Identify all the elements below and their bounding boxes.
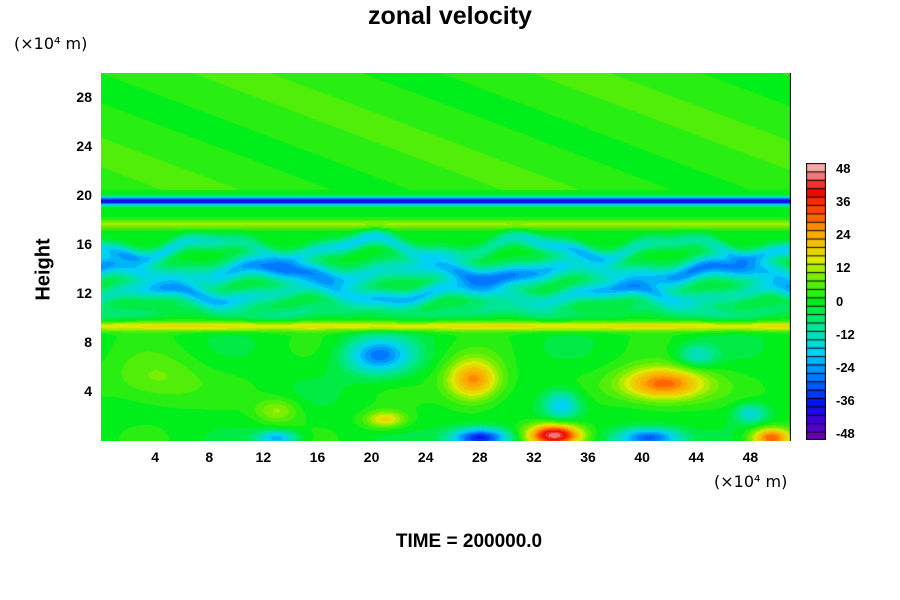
colorbar [806,163,826,440]
colorbar-tick-label: 12 [836,260,851,276]
y-tick-label: 4 [84,382,92,399]
y-tick-label: 28 [76,88,92,105]
x-tick-label: 12 [255,449,272,465]
x-tick-label: 48 [742,449,759,465]
x-tick-label: 8 [205,449,214,465]
x-tick-label: 32 [526,449,542,465]
x-tick-label: 36 [580,449,596,465]
x-tick-label: 44 [688,449,705,465]
y-tick-label: 20 [76,186,92,203]
x-tick-label: 20 [363,449,380,465]
colorbar-tick-label: -24 [836,359,855,375]
chart-title: zonal velocity [368,2,532,30]
y-axis-label: Height [32,238,55,301]
y-tick-label: 16 [76,235,92,252]
colorbar-tick-label: -48 [836,426,855,442]
colorbar-tick-label: 0 [836,293,844,309]
x-axis-unit: (×10⁴ m) [714,472,788,491]
colorbar-tick-label: -36 [836,393,855,409]
time-label: TIME = 200000.0 [395,531,543,552]
colorbar-tick-label: 24 [836,227,851,243]
y-tick-label: 8 [84,333,92,350]
contour-plot-area [101,73,791,441]
x-tick-label: 24 [417,449,434,465]
colorbar-tick-label: 48 [836,160,851,176]
y-axis-unit: (×10⁴ m) [14,34,88,53]
y-tick-label: 24 [76,137,92,154]
x-tick-label: 40 [634,449,650,465]
x-tick-label: 4 [151,449,159,465]
y-tick-label: 12 [76,284,92,301]
x-tick-label: 28 [472,449,488,465]
colorbar-tick-label: 36 [836,193,851,209]
colorbar-tick-label: -12 [836,326,855,342]
x-tick-label: 16 [309,449,326,465]
